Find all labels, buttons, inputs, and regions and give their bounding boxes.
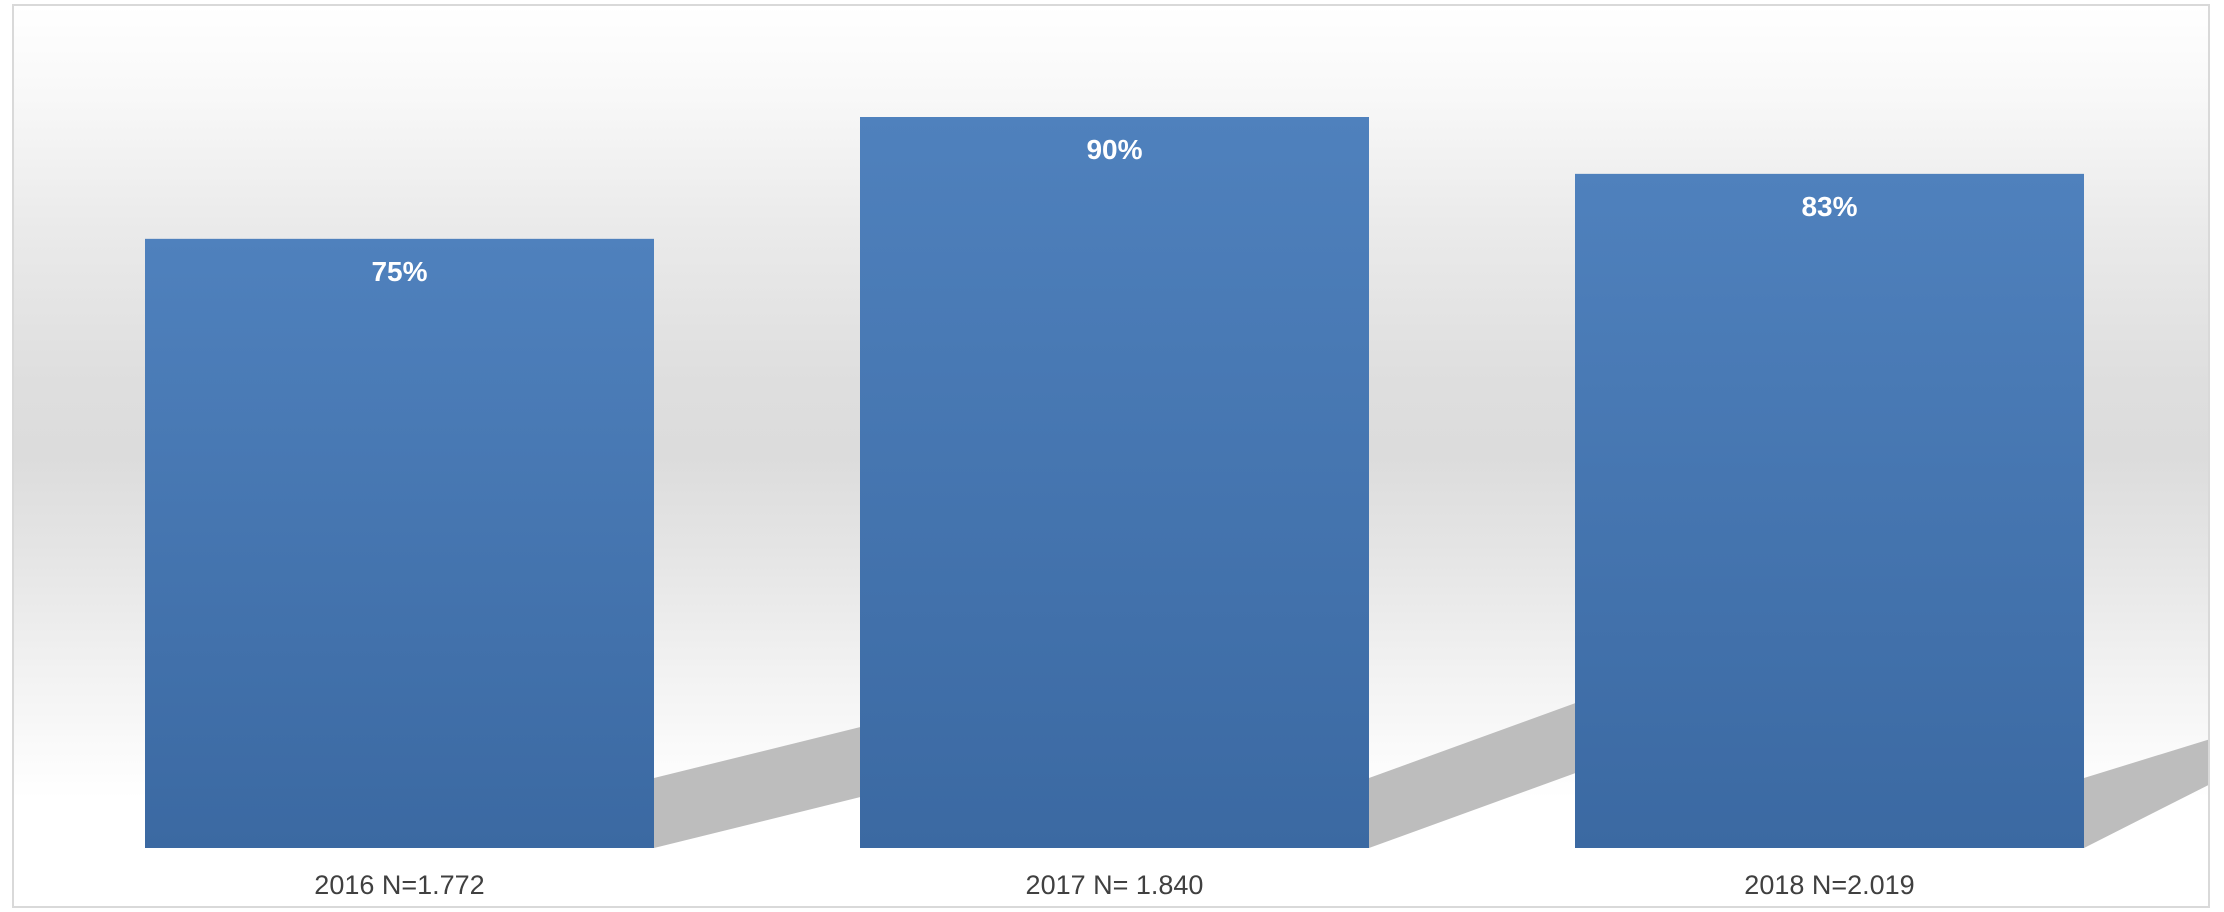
data-label-2: 90%	[1086, 134, 1142, 165]
bar-shadow	[2084, 739, 2208, 848]
data-labels-group: 75% 90% 83%	[371, 134, 1857, 287]
bar-shadows	[654, 701, 2208, 848]
bar-shadow	[654, 726, 864, 848]
data-label-1: 75%	[371, 256, 427, 287]
category-label-1: 2016 N=1.772	[314, 870, 484, 900]
bar-2	[860, 117, 1369, 848]
data-label-3: 83%	[1801, 191, 1857, 222]
bar-chart: 75% 90% 83% 2016 N=1.772 2017 N= 1.840 2018 …	[145, 117, 2208, 900]
bars-group	[145, 117, 2084, 849]
category-label-3: 2018 N=2.019	[1744, 870, 1914, 900]
category-label-2: 2017 N= 1.840	[1026, 870, 1204, 900]
chart-area: 75% 90% 83% 2016 N=1.772 2017 N= 1.840 2018 …	[12, 4, 2210, 908]
bar-1	[145, 238, 654, 849]
bar-shadow	[1369, 701, 1579, 848]
bar-3	[1575, 173, 2084, 848]
category-labels-group: 2016 N=1.772 2017 N= 1.840 2018 N=2.019	[314, 870, 1914, 900]
